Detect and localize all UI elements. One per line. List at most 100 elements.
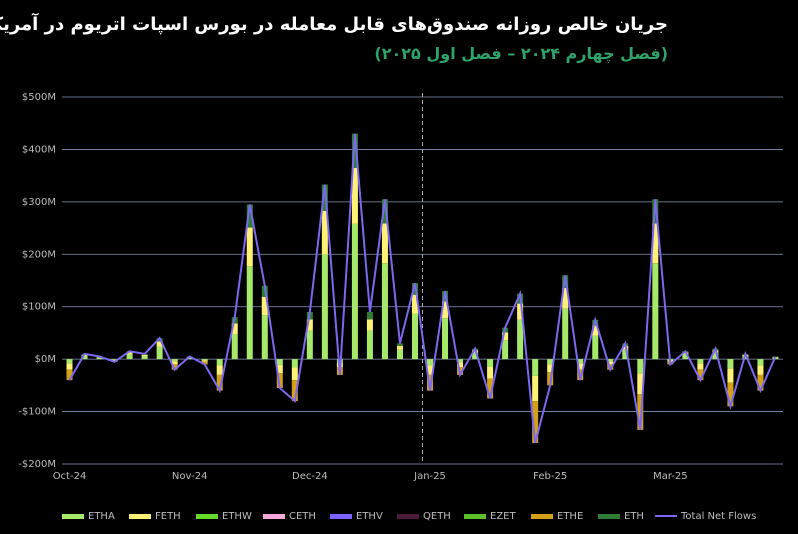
bar [607, 361, 614, 365]
bar [216, 365, 223, 375]
bar [712, 352, 719, 360]
bar [171, 359, 178, 362]
bar [351, 167, 358, 224]
bar [201, 360, 208, 362]
chart-title: جریان خالص روزانه صندوق‌های قابل معامله … [0, 14, 668, 35]
bar [381, 223, 388, 264]
legend-label: ETHE [557, 511, 583, 522]
bar [66, 369, 73, 381]
bar [171, 364, 178, 370]
bar [396, 343, 403, 347]
bar [396, 346, 403, 350]
y-tick-label: $0M [35, 354, 56, 365]
bar [742, 355, 749, 360]
bar [321, 254, 328, 360]
bar [81, 355, 88, 360]
bar [502, 340, 509, 360]
bar [727, 359, 734, 369]
bar [427, 365, 434, 375]
bar [246, 266, 253, 360]
legend-label: EZET [490, 511, 516, 522]
y-tick-label: -$100M [18, 407, 56, 418]
legend-label: ETHV [356, 511, 383, 522]
bar [457, 362, 464, 368]
bar [231, 323, 238, 334]
bar [276, 359, 283, 365]
bar [276, 364, 283, 374]
chart-subtitle: (فصل چهارم ۲۰۲۴ – فصل اول ۲۰۲۵) [374, 44, 668, 63]
y-tick-label: $500M [22, 92, 56, 103]
bar [757, 374, 764, 391]
bar [592, 335, 599, 360]
bar [517, 303, 524, 320]
bar [517, 319, 524, 360]
bar [66, 359, 73, 364]
bar [231, 333, 238, 360]
bar [592, 325, 599, 336]
bar [562, 308, 569, 360]
bar [562, 287, 569, 309]
bar [727, 368, 734, 383]
bar [156, 341, 163, 347]
bar [697, 359, 704, 364]
bar [532, 375, 539, 402]
bar [261, 296, 268, 316]
bar [306, 319, 313, 331]
bar [351, 133, 358, 168]
legend-swatch [464, 514, 486, 519]
legend-swatch [263, 514, 285, 519]
legend-label: ETH [624, 511, 644, 522]
bar [156, 346, 163, 360]
legend-swatch [531, 514, 553, 519]
bar [547, 364, 554, 373]
total-line [68, 133, 777, 444]
x-tick-label: Mar-25 [653, 471, 688, 482]
bar [637, 394, 644, 430]
bar [622, 349, 629, 360]
legend-swatch [196, 514, 218, 519]
bar [291, 380, 298, 402]
bar [321, 184, 328, 211]
bar [652, 223, 659, 264]
bar [442, 318, 449, 360]
bar [682, 354, 689, 360]
bar [201, 359, 208, 361]
bar [381, 199, 388, 224]
bar [276, 373, 283, 388]
bar [216, 374, 223, 391]
legend-swatch [397, 514, 419, 519]
bar [607, 359, 614, 362]
legend-swatch [129, 514, 151, 519]
bar [427, 359, 434, 366]
bar [487, 367, 494, 379]
bar [111, 359, 118, 361]
y-tick-label: $200M [22, 249, 56, 260]
bar [321, 210, 328, 255]
legend-label: ETHA [88, 511, 115, 522]
bar [366, 319, 373, 331]
bar [757, 359, 764, 366]
y-tick-label: $300M [22, 197, 56, 208]
bar [697, 363, 704, 370]
legend-swatch [330, 514, 352, 519]
y-tick-label: $100M [22, 302, 56, 313]
bar [141, 355, 148, 360]
bar [532, 359, 539, 376]
bar [291, 367, 298, 381]
legend-label: FETH [155, 511, 181, 522]
legend-label: CETH [289, 511, 316, 522]
bar [246, 204, 253, 228]
bar [381, 263, 388, 360]
x-tick-label: Feb-25 [533, 471, 567, 482]
bar [502, 332, 509, 341]
bar [126, 352, 133, 355]
bar [141, 354, 148, 356]
bar [66, 363, 73, 370]
bar [652, 263, 659, 360]
bar [411, 313, 418, 360]
legend-swatch [62, 514, 84, 519]
bar [697, 369, 704, 381]
legend-label: ETHW [222, 511, 252, 522]
bar [171, 361, 178, 365]
